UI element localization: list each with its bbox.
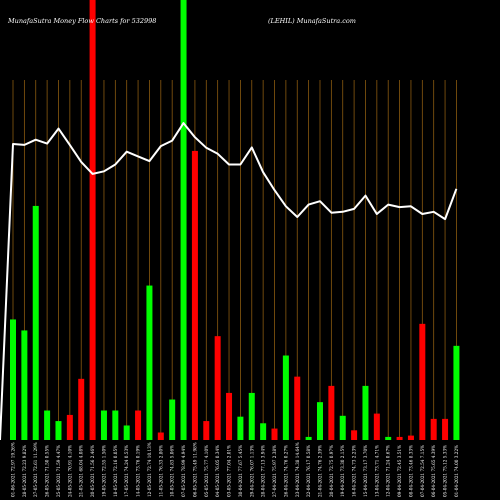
x-tick-label: 17-05-2021 74.24 0.53% [124, 445, 129, 497]
money-flow-bar [55, 421, 62, 440]
money-flow-bar [282, 355, 289, 440]
money-flow-bar [351, 430, 358, 440]
money-flow-bar [169, 399, 176, 440]
money-flow-bar [407, 435, 414, 440]
money-flow-bar [135, 410, 142, 440]
price-line-group [0, 122, 458, 441]
x-tick-label: 27-05-2021 72.61 11.29% [33, 442, 38, 497]
x-tick-label: 05-05-2021 75.77 4.10% [204, 445, 209, 497]
x-tick-label: 29-04-2021 76.07 1.13% [249, 445, 254, 497]
x-tick-label: 19-04-2021 73.30 2.15% [340, 445, 345, 497]
money-flow-bar [271, 428, 278, 440]
money-flow-bar [32, 205, 39, 440]
x-tick-label: 15-04-2021 73.17 3.70% [363, 445, 368, 497]
money-flow-bar [237, 416, 244, 440]
x-tick-label: 01-06-2021 72.97 19.26% [11, 442, 16, 497]
money-flow-bar [385, 436, 392, 440]
x-tick-label: 16-04-2021 74.73 2.23% [352, 445, 357, 497]
money-flow-bar [373, 413, 380, 440]
x-tick-label: 06-04-2021 75.65 4.39% [431, 445, 436, 497]
money-flow-bar [430, 418, 437, 440]
x-tick-label: 26-04-2021 74.76 0.27% [283, 445, 288, 497]
money-flow-bar [78, 378, 85, 440]
x-tick-label: 28-05-2021 72.23 9.82% [22, 445, 27, 497]
money-flow-bar [203, 421, 210, 440]
x-tick-label: 09-04-2021 72.45 3.51% [397, 445, 402, 497]
money-flow-bar [305, 436, 312, 440]
money-flow-bar [89, 0, 96, 440]
x-tick-label: 27-04-2021 75.97 2.38% [272, 445, 277, 497]
money-flow-bar [294, 376, 301, 440]
x-tick-label: 19-05-2021 72.55 1.50% [101, 445, 106, 497]
x-tick-label: 18-05-2021 72.16 0.05% [113, 445, 118, 497]
money-flow-bar [316, 402, 323, 440]
x-tick-label: 12-04-2021 71.24 0.67% [386, 445, 391, 497]
x-tick-label: 21-04-2021 74.76 2.39% [317, 445, 322, 497]
x-tick-label: 04-05-2021 76.05 0.34% [215, 445, 220, 497]
chart-header-left: MunafaSutra Money Flow Charts for 532998 [7, 17, 156, 25]
price-line [0, 122, 458, 441]
x-tick-label: 25-05-2021 71.59 4.47% [56, 445, 61, 497]
x-tick-label: 06-05-2021 75.49 11.98% [192, 442, 197, 497]
x-tick-label: 12-05-2021 72.74 10.13% [147, 442, 152, 497]
money-flow-bar [21, 330, 28, 440]
money-flow-bar [396, 436, 403, 440]
money-flow-bar [180, 0, 187, 440]
money-flow-bar [260, 423, 267, 440]
x-tick-label: 08-04-2021 73.46 8.33% [408, 445, 413, 497]
x-tick-label: 13-04-2021 73.71 4.71% [374, 445, 379, 497]
money-flow-bar [146, 285, 153, 440]
x-tick-label: 24-05-2021 70.91 4.10% [67, 445, 72, 497]
chart-header-right: (LEHIL) MunafaSutra.com [268, 17, 356, 25]
money-flow-bar [100, 410, 107, 440]
x-tick-label: 05-04-2021 75.12 5.33% [443, 445, 448, 497]
x-tick-label: 22-04-2021 76.17 0.58% [306, 445, 311, 497]
x-tick-label: 14-05-2021 73.76 0.19% [136, 445, 141, 497]
x-tick-label: 20-04-2021 72.75 0.97% [329, 445, 334, 497]
x-tick-label: 01-04-2021 74.00 3.22% [454, 445, 459, 497]
x-tick-label: 20-05-2021 71.56 2.46% [90, 445, 95, 497]
money-flow-bar [226, 392, 233, 440]
money-flow-bar [419, 323, 426, 440]
x-tick-label: 21-05-2021 68.04 4.08% [79, 445, 84, 497]
money-flow-bars [10, 0, 460, 441]
x-tick-label: 07-05-2021 78.99 4.94% [181, 445, 186, 497]
x-tick-label: 28-04-2021 77.13 3.94% [261, 445, 266, 497]
x-tick-label: 07-04-2021 72.54 7.15% [420, 445, 425, 497]
money-flow-bar [339, 415, 346, 440]
money-flow-bar [442, 418, 449, 440]
money-flow-bar [112, 410, 119, 440]
x-tick-label: 26-05-2021 71.50 0.55% [45, 445, 50, 497]
money-flow-bar [191, 150, 198, 441]
money-flow-bar [66, 414, 73, 440]
money-flow-bar [248, 392, 255, 440]
money-flow-bar [362, 385, 369, 440]
x-tick-label: 03-05-2021 77.04 2.01% [227, 445, 232, 497]
money-flow-bar [157, 432, 164, 440]
money-flow-bar [123, 425, 130, 440]
x-tick-label: 10-05-2021 74.83 5.06% [170, 445, 175, 497]
money-flow-bar [44, 410, 51, 440]
x-tick-label: 30-04-2021 77.67 5.45% [238, 445, 243, 497]
money-flow-bar [10, 319, 16, 440]
money-flow-bar [453, 345, 460, 440]
x-tick-labels: 01-06-2021 72.97 19.26% 28-05-2021 72.23 … [11, 442, 459, 497]
money-flow-bar [214, 336, 221, 440]
x-tick-label: 23-04-2021 74.38 14.64% [295, 442, 300, 497]
money-flow-bar [328, 385, 335, 440]
x-tick-label: 11-05-2021 76.33 2.80% [158, 445, 163, 497]
